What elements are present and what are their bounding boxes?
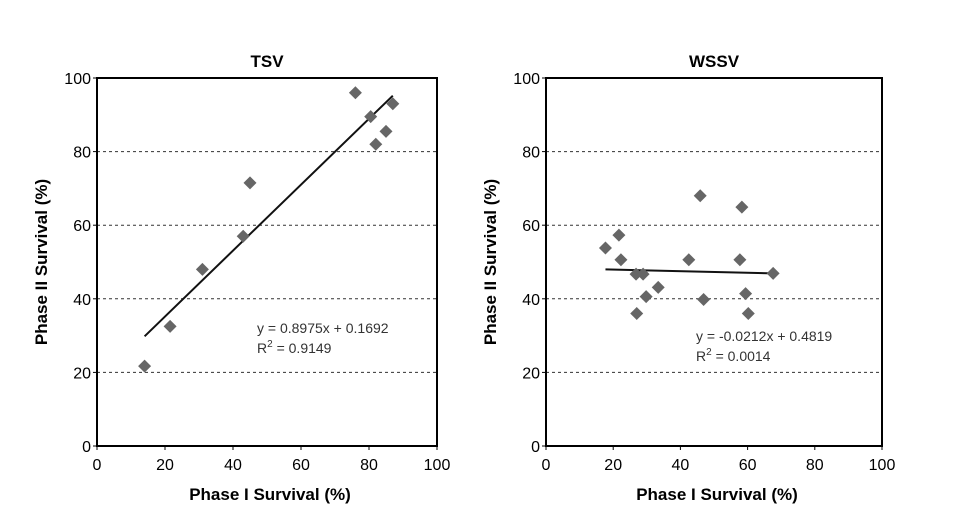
data-point	[735, 200, 749, 214]
x-tick-label: 40	[224, 457, 242, 474]
y-axis-label: Phase II Survival (%)	[32, 179, 51, 345]
data-point	[379, 124, 393, 138]
data-point	[236, 229, 250, 243]
regression-equation: y = -0.0212x + 0.4819	[696, 328, 832, 344]
data-point	[733, 253, 747, 267]
y-tick-label: 20	[522, 365, 540, 382]
x-tick-label: 0	[542, 457, 551, 474]
y-axis-label: Phase II Survival (%)	[481, 179, 500, 345]
data-point	[598, 241, 612, 255]
data-point	[693, 189, 707, 203]
data-point	[163, 319, 177, 333]
r-squared: R2 = 0.0014	[696, 347, 771, 364]
x-tick-label: 0	[93, 457, 102, 474]
regression-equation: y = 0.8975x + 0.1692	[257, 320, 389, 336]
trendline	[605, 268, 774, 275]
x-tick-label: 20	[604, 457, 622, 474]
data-point	[138, 359, 152, 373]
data-point	[741, 307, 755, 321]
data-point	[195, 262, 209, 276]
x-tick-label: 40	[672, 457, 690, 474]
data-point	[243, 176, 257, 190]
data-point	[639, 290, 653, 304]
x-tick-label: 80	[806, 457, 824, 474]
y-tick-label: 0	[531, 439, 540, 456]
data-point	[612, 228, 626, 242]
data-point	[629, 267, 643, 281]
y-tick-label: 100	[64, 71, 91, 88]
y-tick-label: 20	[73, 365, 91, 382]
x-tick-label: 100	[869, 457, 896, 474]
data-point	[630, 307, 644, 321]
x-tick-label: 60	[292, 457, 310, 474]
data-point	[348, 86, 362, 100]
plot-area	[96, 77, 438, 447]
wssv-chart: WSSV Phase I Survival (%) Phase II Survi…	[481, 52, 895, 504]
y-tick-label: 60	[73, 218, 91, 235]
chart-title: WSSV	[689, 52, 740, 71]
x-axis-label: Phase I Survival (%)	[636, 485, 798, 504]
data-point	[651, 280, 665, 294]
data-point	[697, 293, 711, 307]
r-squared: R2 = 0.9149	[257, 339, 332, 356]
y-tick-label: 40	[522, 292, 540, 309]
y-tick-label: 60	[522, 218, 540, 235]
y-tick-label: 80	[522, 145, 540, 162]
data-point	[739, 287, 753, 301]
y-tick-label: 0	[82, 439, 91, 456]
x-axis-label: Phase I Survival (%)	[189, 485, 351, 504]
data-point	[369, 137, 383, 151]
x-tick-label: 80	[360, 457, 378, 474]
trendline	[143, 94, 394, 338]
plot-area	[545, 77, 883, 447]
data-point	[614, 253, 628, 267]
chart-title: TSV	[250, 52, 284, 71]
data-point	[766, 266, 780, 280]
x-tick-label: 20	[156, 457, 174, 474]
y-tick-label: 80	[73, 145, 91, 162]
tsv-chart: TSV Phase I Survival (%) Phase II Surviv…	[32, 52, 450, 504]
data-point	[386, 97, 400, 111]
data-point	[364, 110, 378, 124]
data-point	[682, 253, 696, 267]
x-tick-label: 100	[424, 457, 451, 474]
y-tick-label: 40	[73, 292, 91, 309]
data-point	[636, 267, 650, 281]
x-tick-label: 60	[739, 457, 757, 474]
y-tick-label: 100	[513, 71, 540, 88]
